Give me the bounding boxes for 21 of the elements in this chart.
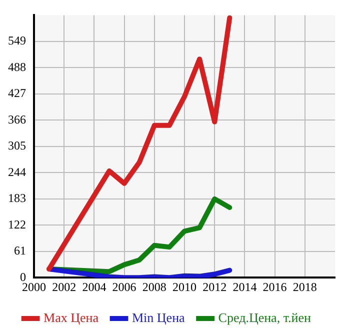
x-tick-label: 2018 xyxy=(292,280,317,294)
y-tick-label: 305 xyxy=(8,138,26,153)
y-tick-label: 122 xyxy=(8,217,26,232)
y-tick-label: 427 xyxy=(8,86,26,100)
x-tick-label: 2014 xyxy=(232,280,257,294)
x-tick-label: 2004 xyxy=(82,280,106,294)
legend-label: Max Цена xyxy=(44,310,99,325)
x-tick-label: 2012 xyxy=(202,280,227,294)
y-tick-label: 183 xyxy=(8,191,26,206)
x-tick-label: 2008 xyxy=(142,280,166,294)
y-tick-label: 61 xyxy=(14,244,26,258)
legend-label: Сред.Цена, т.йен xyxy=(218,310,312,325)
legend-label: Min Цена xyxy=(132,310,186,325)
y-tick-label: 549 xyxy=(8,34,26,48)
y-tick-label: 244 xyxy=(8,164,26,179)
x-tick-label: 2006 xyxy=(112,280,136,294)
y-tick-label: 488 xyxy=(8,60,26,74)
x-tick-label: 2016 xyxy=(262,280,287,294)
x-tick-label: 2002 xyxy=(52,280,76,294)
y-tick-label: 366 xyxy=(8,112,26,126)
x-tick-label: 2010 xyxy=(172,280,196,294)
